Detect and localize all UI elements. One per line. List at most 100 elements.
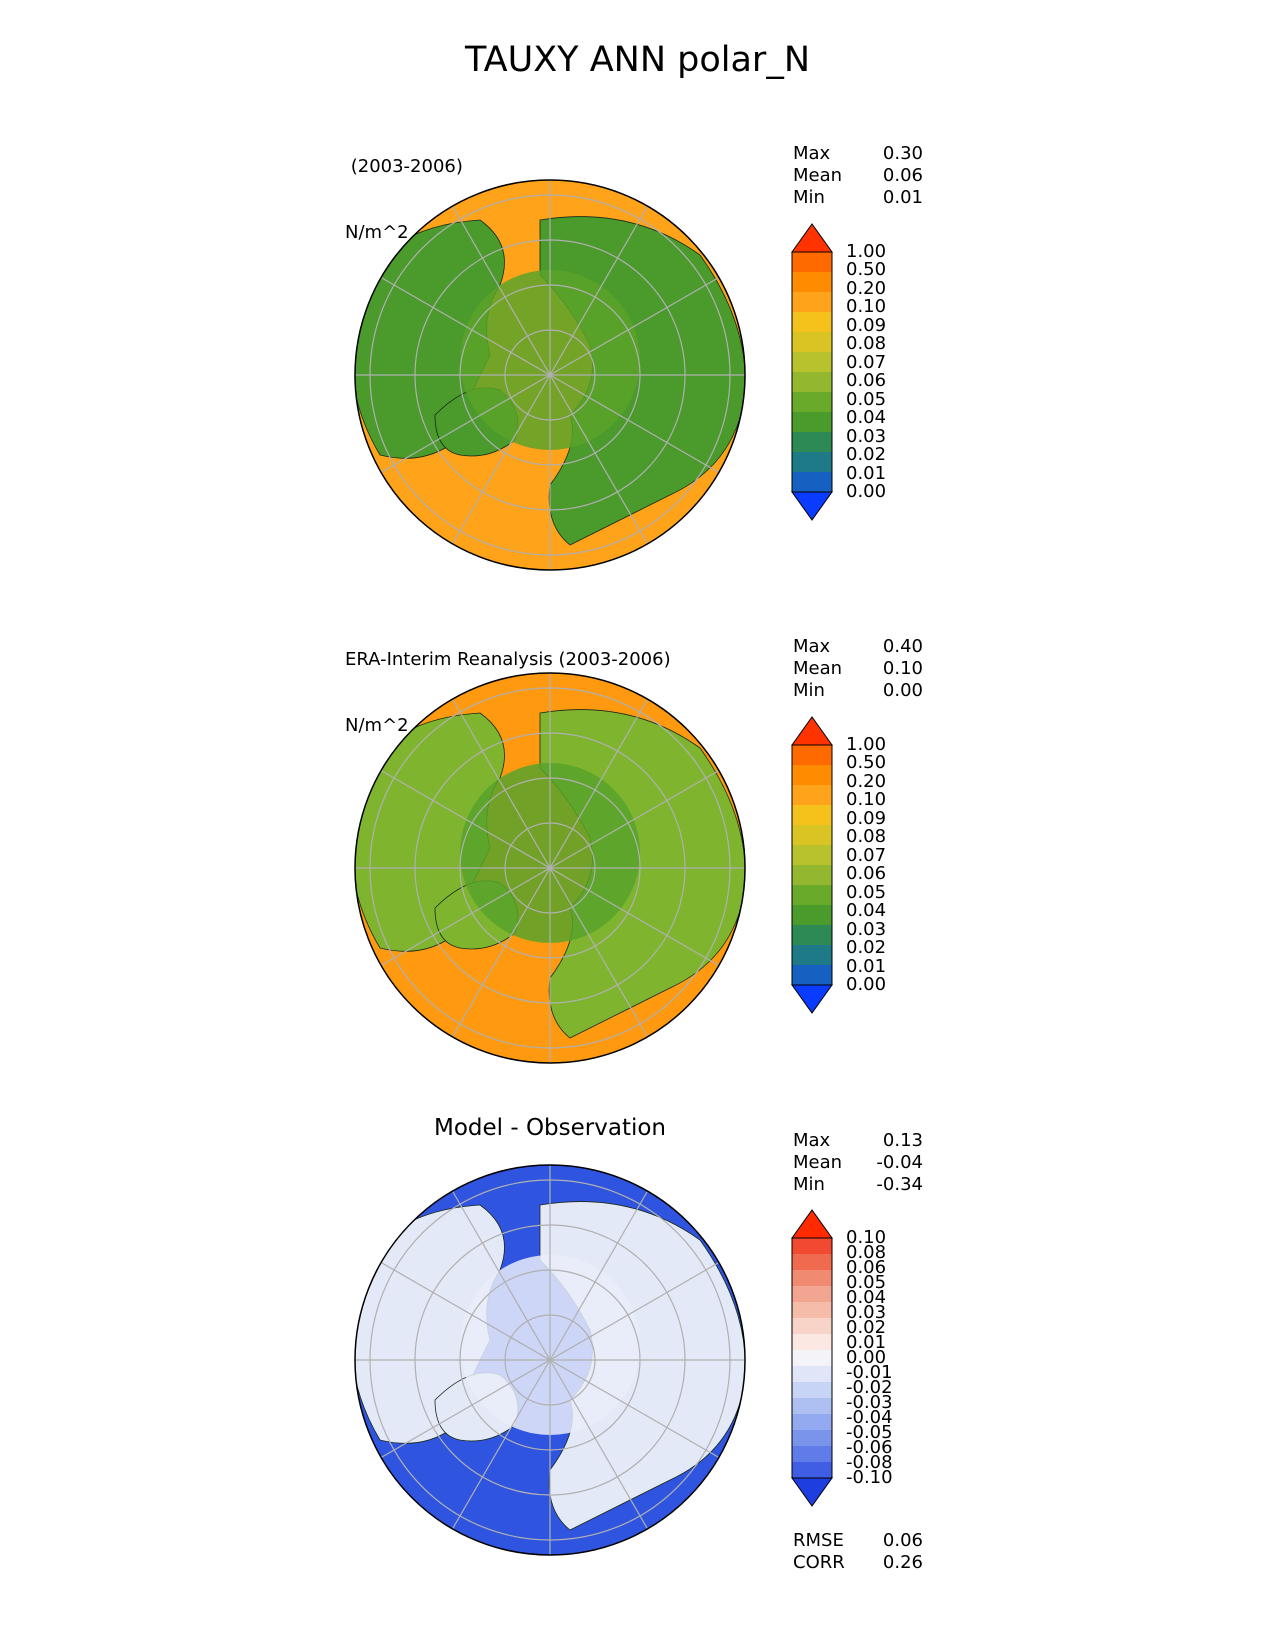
colorbar-tick-label: -0.02	[846, 1377, 893, 1398]
colorbar-tick-label: 0.06	[846, 370, 887, 392]
colorbar-segment	[792, 392, 832, 413]
colorbar-tick-label: -0.08	[846, 1452, 893, 1473]
stat-mean: Mean -0.04	[793, 1152, 923, 1173]
stat-corr: CORR 0.26	[793, 1552, 923, 1573]
polar-map	[354, 1164, 746, 1556]
colorbar-tick-label: 0.20	[846, 277, 887, 299]
colorbar-tick-label: 1.00	[846, 241, 887, 262]
colorbar-tick-label: 0.10	[846, 296, 887, 318]
colorbar-tick-label: 0.03	[846, 918, 887, 940]
colorbar-segment	[792, 765, 832, 786]
map-content	[355, 673, 745, 1063]
colorbar-tick-label: -0.01	[846, 1362, 893, 1383]
colorbar-tick-label: 0.05	[846, 1272, 887, 1293]
colorbar-extend-bottom	[791, 1477, 833, 1507]
colorbar-tick-label: 1.00	[846, 734, 887, 755]
colorbar-frame	[791, 1237, 833, 1479]
colorbar-tick-label: 0.00	[846, 974, 887, 995]
colorbar-tick-label: 0.03	[846, 1302, 887, 1323]
colorbar-tick-label: 0.09	[846, 314, 887, 336]
stat-max: Max 0.30	[793, 143, 923, 164]
stats-block: Max 0.40 Mean 0.10 Min 0.00	[793, 636, 923, 702]
colorbar-tick-label: 0.50	[846, 259, 887, 281]
meridian-line	[380, 276, 720, 474]
colorbar-segment	[792, 1238, 832, 1255]
panel-difference: Model - Observation Max 0.13 Mean -0.04 Mi…	[0, 0, 1275, 1556]
colorbar-tick-label: -0.10	[846, 1467, 893, 1488]
colorbar-extend-top	[791, 716, 833, 746]
meridian-line	[380, 769, 720, 967]
colorbar-segment	[792, 1414, 832, 1431]
panel-units-label: N/m^2	[345, 222, 409, 243]
panel-units-label: N/m^2	[345, 715, 409, 736]
colorbar-tick-label: 0.50	[846, 752, 887, 774]
colorbar	[791, 223, 833, 521]
colorbar-segment	[792, 1302, 832, 1319]
colorbar-segment	[792, 1334, 832, 1351]
polar-map	[354, 672, 746, 1064]
colorbar-extend-bottom	[791, 491, 833, 521]
stats-block: Max 0.13 Mean -0.04 Min -0.34	[793, 1130, 923, 1196]
colorbar-segment	[792, 472, 832, 493]
colorbar-tick-label: 0.09	[846, 807, 887, 829]
panel-dataset-label: ERA-Interim Reanalysis (2003-2006)	[345, 649, 671, 670]
colorbar-tick-label: 0.02	[846, 444, 887, 466]
colorbar-tick-label: 0.04	[846, 407, 887, 429]
colorbar-segment	[792, 432, 832, 453]
footer-stats: RMSE 0.06 CORR 0.26	[793, 1530, 923, 1574]
colorbar-segment	[792, 1462, 832, 1479]
meridian-line	[380, 1261, 720, 1459]
panel-label: (2003-2006) N/m^2	[345, 112, 463, 288]
map-border	[354, 179, 746, 571]
colorbar-tick-label: -0.06	[846, 1437, 893, 1458]
polar-map	[354, 179, 746, 571]
colorbar-tick-label: -0.03	[846, 1392, 893, 1413]
colorbar	[791, 716, 833, 1014]
colorbar	[791, 1209, 833, 1507]
colorbar-tick-label: -0.05	[846, 1422, 893, 1443]
colorbar-segment	[792, 905, 832, 926]
colorbar-tick-label: 0.00	[846, 481, 887, 502]
colorbar-tick-label: 0.07	[846, 844, 887, 866]
colorbar-segment	[792, 865, 832, 886]
colorbar-segment	[792, 1286, 832, 1303]
colorbar-tick-label: 0.01	[846, 955, 887, 977]
stat-min: Min 0.01	[793, 187, 923, 208]
colorbar-tick-label: 0.04	[846, 1287, 887, 1308]
colorbar-segment	[792, 272, 832, 293]
colorbar-tick-label: 0.04	[846, 900, 887, 922]
colorbar-segment	[792, 1350, 832, 1367]
colorbar-tick-label: 0.20	[846, 770, 887, 792]
colorbar-segment	[792, 352, 832, 373]
colorbar-segment	[792, 332, 832, 353]
colorbar-tick-label: 0.08	[846, 333, 887, 355]
colorbar-segment	[792, 825, 832, 846]
colorbar-tick-label: 0.05	[846, 388, 887, 410]
colorbar-segment	[792, 452, 832, 473]
colorbar-extend-bottom	[791, 984, 833, 1014]
colorbar-tick-label: 0.02	[846, 1317, 887, 1338]
colorbar-segment	[792, 1398, 832, 1415]
stat-min: Min 0.00	[793, 680, 923, 701]
colorbar-tick-label: 0.08	[846, 1242, 887, 1263]
colorbar-frame	[791, 251, 833, 493]
map-border	[354, 1164, 746, 1556]
colorbar-segment	[792, 252, 832, 273]
stats-block: Max 0.30 Mean 0.06 Min 0.01	[793, 143, 923, 209]
colorbar-segment	[792, 945, 832, 966]
colorbar-segment	[792, 1318, 832, 1335]
colorbar-tick-label: 0.01	[846, 462, 887, 484]
colorbar-segment	[792, 372, 832, 393]
map-content	[355, 180, 745, 570]
colorbar-frame	[791, 744, 833, 986]
colorbar-tick-label: 0.10	[846, 1227, 887, 1248]
stat-min: Min -0.34	[793, 1174, 923, 1195]
colorbar-tick-label: 0.10	[846, 789, 887, 811]
panel-period-label: (2003-2006)	[345, 156, 463, 177]
colorbar-tick-label: 0.08	[846, 826, 887, 848]
stat-mean: Mean 0.10	[793, 658, 923, 679]
colorbar-extend-top	[791, 1209, 833, 1239]
colorbar-tick-label: 0.00	[846, 1347, 887, 1368]
colorbar-segment	[792, 925, 832, 946]
map-border	[354, 672, 746, 1064]
